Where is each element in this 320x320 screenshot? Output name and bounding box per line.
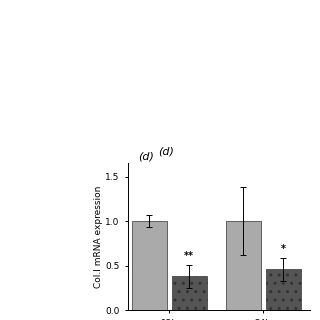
Bar [266,269,301,310]
Bar [172,276,207,310]
Text: (d): (d) [158,147,174,157]
Y-axis label: Col.I mRNA expression: Col.I mRNA expression [93,186,102,288]
Text: *: * [281,244,286,254]
Bar [132,221,167,310]
Title: (d): (d) [138,151,154,161]
Bar [226,221,261,310]
Text: **: ** [184,251,194,261]
